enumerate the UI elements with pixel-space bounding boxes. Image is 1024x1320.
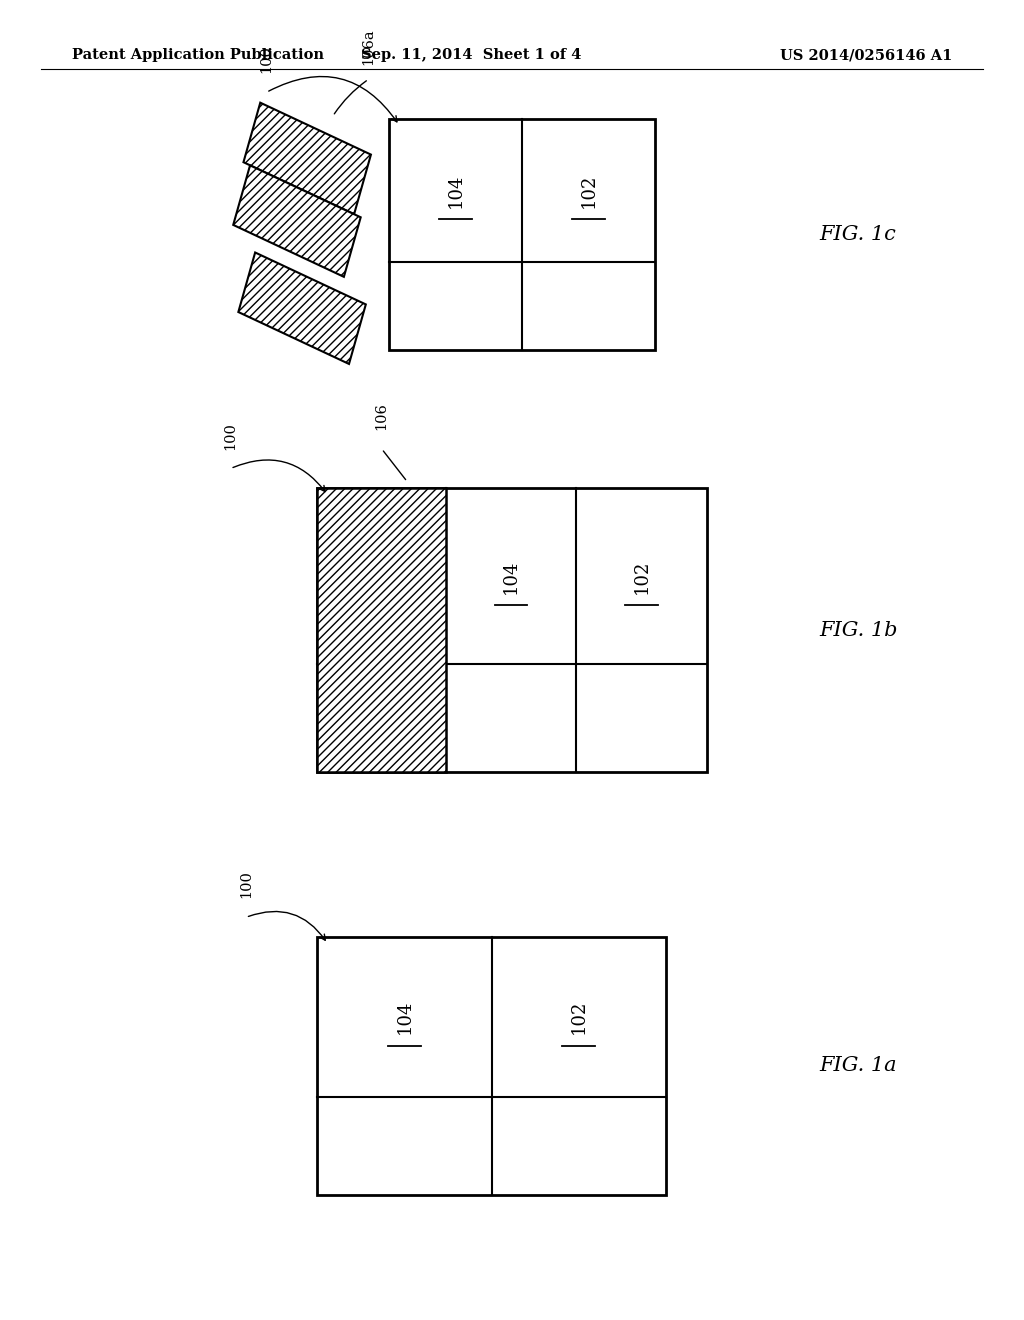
Text: 104: 104 <box>395 999 414 1034</box>
Text: US 2014/0256146 A1: US 2014/0256146 A1 <box>780 49 952 62</box>
Text: 106a: 106a <box>361 28 376 65</box>
Bar <box>317 937 666 1195</box>
Polygon shape <box>239 252 366 364</box>
Text: 100: 100 <box>223 421 238 450</box>
Text: 102: 102 <box>580 173 598 207</box>
Bar <box>317 488 445 772</box>
Text: FIG. 1c: FIG. 1c <box>819 224 896 244</box>
Text: 104: 104 <box>502 560 520 594</box>
Text: 102: 102 <box>633 560 650 594</box>
Text: 102: 102 <box>569 999 588 1034</box>
Bar <box>317 488 707 772</box>
Text: Patent Application Publication: Patent Application Publication <box>72 49 324 62</box>
Text: 104: 104 <box>446 173 465 207</box>
Polygon shape <box>233 165 360 277</box>
Text: FIG. 1a: FIG. 1a <box>819 1056 897 1076</box>
Bar <box>389 119 655 350</box>
Text: 100: 100 <box>259 45 273 74</box>
Polygon shape <box>244 103 371 214</box>
Text: Sep. 11, 2014  Sheet 1 of 4: Sep. 11, 2014 Sheet 1 of 4 <box>360 49 582 62</box>
Text: 106: 106 <box>375 401 389 430</box>
Text: 100: 100 <box>239 870 253 899</box>
Text: FIG. 1b: FIG. 1b <box>819 620 898 640</box>
